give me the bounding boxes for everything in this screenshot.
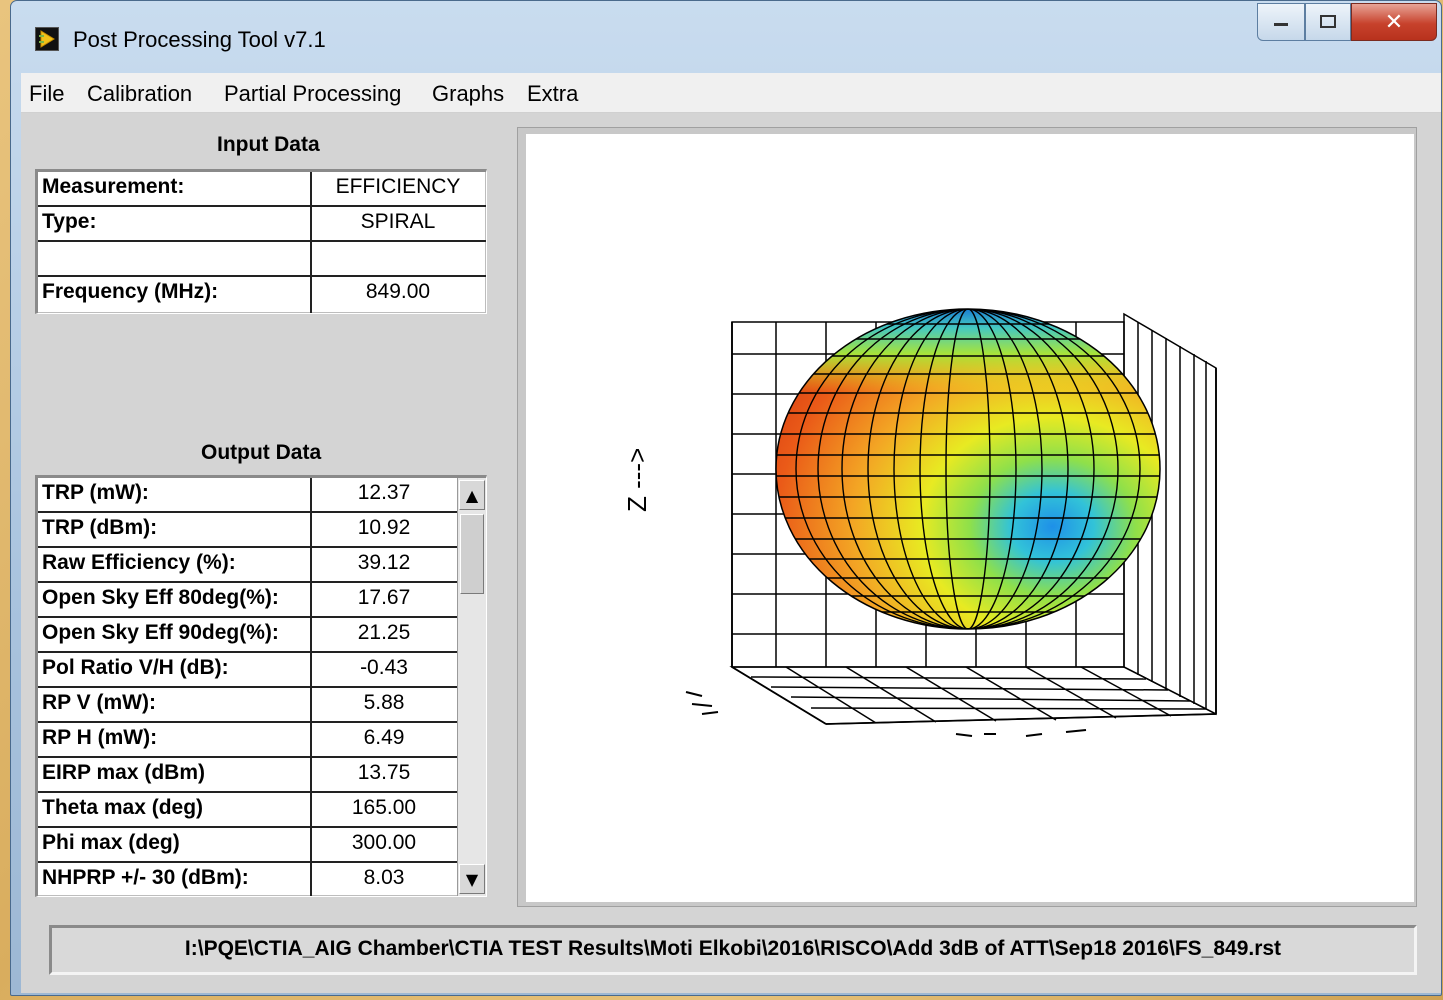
minimize-button[interactable] <box>1257 3 1305 41</box>
radiation-pattern-3d-plot: Z ---> <box>622 308 1217 737</box>
row-label: Open Sky Eff 90deg(%): <box>42 621 279 644</box>
table-row: Open Sky Eff 90deg(%): 21.25 <box>38 618 458 653</box>
row-label: Type: <box>42 210 97 233</box>
table-row: Frequency (MHz): 849.00 <box>38 277 486 312</box>
close-icon: ✕ <box>1384 9 1404 35</box>
row-value[interactable]: 5.88 <box>363 691 405 714</box>
table-row: TRP (dBm): 10.92 <box>38 513 458 548</box>
table-row: Type: SPIRAL <box>38 207 486 242</box>
table-row: NHPRP +/- 30 (dBm): 8.03 <box>38 863 458 898</box>
arrow-down-icon: ▼ <box>465 869 479 889</box>
row-value[interactable]: EFFICIENCY <box>335 175 461 198</box>
app-window: Post Processing Tool v7.1 ✕ File Calibra… <box>10 0 1442 996</box>
maximize-button[interactable] <box>1305 3 1351 41</box>
output-data-table: TRP (mW): 12.37 TRP (dBm): 10.92 Raw Efficie… <box>35 475 487 897</box>
radiation-sphere <box>775 308 1161 630</box>
row-value[interactable]: 10.92 <box>357 516 411 539</box>
scroll-up-button[interactable]: ▲ <box>459 480 485 510</box>
table-row: Phi max (deg) 300.00 <box>38 828 458 863</box>
input-data-heading: Input Data <box>217 133 320 156</box>
table-row: TRP (mW): 12.37 <box>38 478 458 513</box>
table-row: Open Sky Eff 80deg(%): 17.67 <box>38 583 458 618</box>
row-value[interactable]: -0.43 <box>360 656 408 679</box>
title-bar[interactable]: Post Processing Tool v7.1 ✕ <box>11 1 1441 67</box>
row-value[interactable]: 8.03 <box>363 866 405 889</box>
output-data-heading: Output Data <box>201 441 322 464</box>
close-button[interactable]: ✕ <box>1351 3 1437 41</box>
menu-extra[interactable]: Extra <box>527 81 579 106</box>
row-label: Measurement: <box>42 175 185 198</box>
row-value[interactable]: 21.25 <box>357 621 411 644</box>
menu-graphs[interactable]: Graphs <box>432 81 505 106</box>
box-front-edges <box>731 322 1217 725</box>
file-path: I:\PQE\CTIA_AIG Chamber\CTIA TEST Result… <box>184 937 1282 960</box>
row-value[interactable]: 165.00 <box>351 796 417 819</box>
window-controls: ✕ <box>1257 3 1437 43</box>
table-row: RP H (mW): 6.49 <box>38 723 458 758</box>
menu-partial-processing[interactable]: Partial Processing <box>224 81 402 106</box>
table-row: Theta max (deg) 165.00 <box>38 793 458 828</box>
axis-marks <box>685 691 1087 737</box>
scroll-thumb[interactable] <box>460 514 484 594</box>
table-row: Raw Efficiency (%): 39.12 <box>38 548 458 583</box>
row-label: Raw Efficiency (%): <box>42 551 236 574</box>
row-label: Open Sky Eff 80deg(%): <box>42 586 279 609</box>
file-path-bar: I:\PQE\CTIA_AIG Chamber\CTIA TEST Result… <box>49 925 1417 975</box>
row-value[interactable]: 39.12 <box>357 551 411 574</box>
row-label: TRP (mW): <box>42 481 149 504</box>
output-scrollbar[interactable]: ▲ ▼ <box>457 478 486 896</box>
row-label: NHPRP +/- 30 (dBm): <box>42 866 249 889</box>
table-row: RP V (mW): 5.88 <box>38 688 458 723</box>
row-label: Phi max (deg) <box>42 831 180 854</box>
column-divider <box>310 172 312 313</box>
row-label: RP V (mW): <box>42 691 156 714</box>
graph-frame: Z ---> <box>517 127 1417 907</box>
menu-bar: File Calibration Partial Processing Grap… <box>21 73 1441 113</box>
table-row: Pol Ratio V/H (dB): -0.43 <box>38 653 458 688</box>
scroll-down-button[interactable]: ▼ <box>459 864 485 894</box>
z-axis-label: Z ---> <box>622 448 652 512</box>
row-label: Frequency (MHz): <box>42 280 219 303</box>
row-value[interactable]: 300.00 <box>351 831 417 854</box>
row-label: Pol Ratio V/H (dB): <box>42 656 229 679</box>
arrow-up-icon: ▲ <box>465 485 479 505</box>
menu-calibration[interactable]: Calibration <box>87 81 193 106</box>
table-row: Measurement: EFFICIENCY <box>38 172 486 207</box>
table-row <box>38 242 486 277</box>
row-label: Theta max (deg) <box>42 796 204 819</box>
table-row: EIRP max (dBm) 13.75 <box>38 758 458 793</box>
row-value[interactable]: 849.00 <box>365 280 431 303</box>
row-label: TRP (dBm): <box>42 516 158 539</box>
row-value[interactable]: SPIRAL <box>360 210 436 233</box>
row-value[interactable]: 12.37 <box>357 481 411 504</box>
row-value[interactable]: 13.75 <box>357 761 411 784</box>
input-data-table: Measurement: EFFICIENCY Type: SPIRAL Fre… <box>35 169 487 314</box>
main-panel: Input Data Measurement: EFFICIENCY Type:… <box>21 113 1441 993</box>
app-icon <box>35 27 59 51</box>
row-label: RP H (mW): <box>42 726 158 749</box>
row-label: EIRP max (dBm) <box>42 761 205 784</box>
row-value[interactable]: 6.49 <box>363 726 405 749</box>
row-value[interactable]: 17.67 <box>357 586 411 609</box>
radiation-pattern-graph[interactable]: Z ---> <box>526 134 1414 902</box>
menu-file[interactable]: File <box>29 81 65 106</box>
maximize-icon <box>1320 15 1336 28</box>
minimize-icon <box>1274 23 1288 26</box>
window-title: Post Processing Tool v7.1 <box>73 27 326 52</box>
